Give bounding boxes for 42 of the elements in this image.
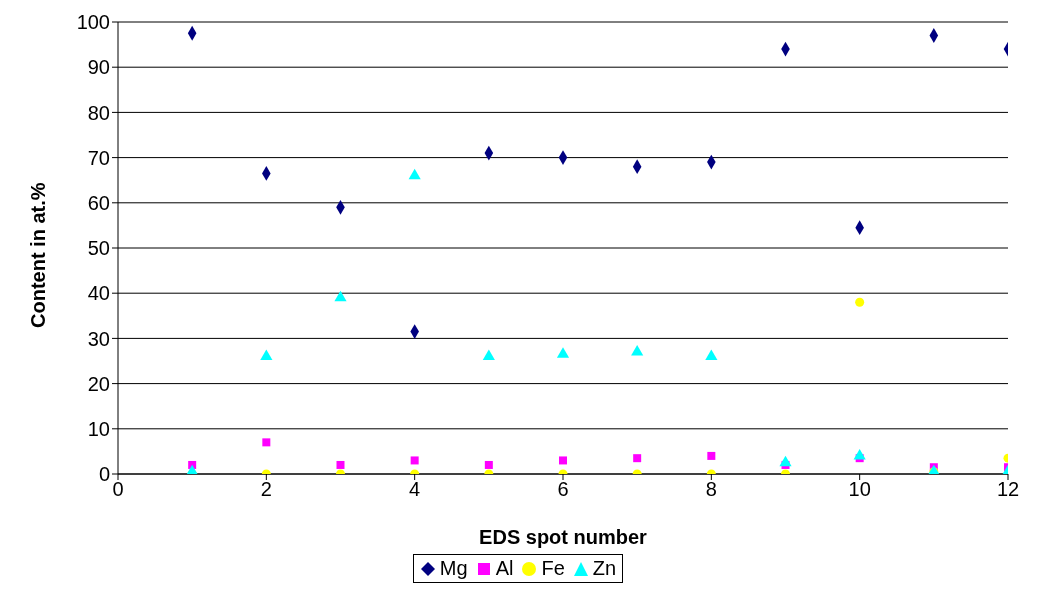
y-tick-label: 60 — [87, 191, 110, 214]
legend-label: Al — [495, 557, 514, 580]
y-axis-title: Content in at.% — [27, 182, 50, 328]
legend-label: Fe — [541, 557, 565, 580]
y-tick-label: 30 — [87, 327, 110, 350]
point — [260, 349, 273, 360]
x-tick-label: 10 — [848, 478, 871, 501]
y-tick-label: 0 — [98, 463, 110, 486]
point — [334, 290, 347, 302]
legend-label: Mg — [439, 557, 468, 580]
y-tick-label: 50 — [87, 237, 110, 260]
point — [559, 456, 567, 465]
point — [855, 297, 865, 307]
point — [336, 460, 345, 469]
point — [556, 347, 570, 358]
point — [484, 460, 493, 469]
point — [186, 464, 199, 474]
x-tick-label: 12 — [996, 478, 1020, 501]
y-tick-label: 10 — [87, 417, 110, 440]
y-tick-label: 80 — [87, 101, 110, 124]
point — [853, 448, 866, 460]
x-tick-label: 6 — [557, 478, 569, 501]
point — [633, 454, 642, 463]
y-tick-label: 20 — [87, 372, 110, 395]
y-tick-label: 40 — [87, 282, 110, 305]
x-tick-label: 8 — [705, 478, 717, 501]
legend-label: Zn — [592, 557, 617, 580]
point — [410, 456, 419, 465]
x-tick-label: 0 — [112, 478, 124, 501]
y-tick-label: 70 — [87, 146, 110, 169]
point — [707, 451, 716, 460]
y-tick-label: 90 — [87, 56, 110, 79]
x-tick-label: 4 — [409, 478, 421, 501]
x-tick-label: 2 — [260, 478, 272, 501]
point — [631, 344, 644, 356]
y-tick-label: 100 — [76, 11, 110, 34]
point — [779, 455, 792, 467]
point — [482, 349, 495, 360]
point — [262, 438, 271, 447]
point — [705, 349, 718, 360]
point — [408, 168, 421, 180]
x-axis-title: EDS spot number — [479, 526, 648, 548]
